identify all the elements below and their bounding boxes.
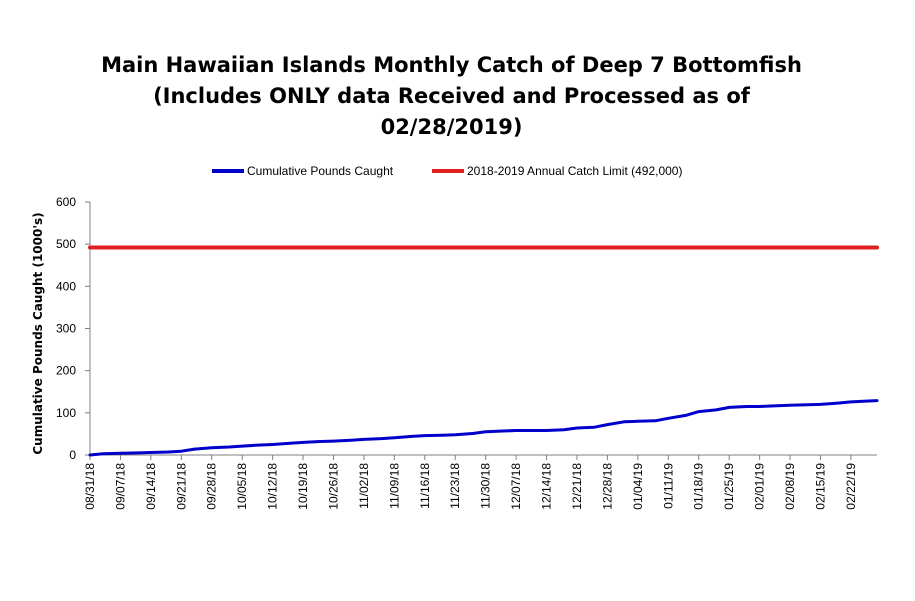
x-tick-label: 12/28/18	[600, 463, 614, 510]
cumulative-catch-line	[88, 399, 879, 457]
x-tick-label: 11/02/18	[357, 463, 371, 509]
x-tick-label: 12/07/18	[509, 463, 523, 510]
x-tick-label: 10/19/18	[296, 463, 310, 510]
x-tick-label: 11/30/18	[479, 463, 493, 509]
y-tick-label: 600	[56, 195, 76, 209]
x-tick-label: 12/14/18	[540, 463, 554, 510]
x-tick-label: 02/01/19	[753, 463, 767, 510]
x-tick-label: 02/22/19	[844, 463, 858, 510]
x-tick-label: 02/08/19	[783, 463, 797, 510]
chart-title-line-1: Main Hawaiian Islands Monthly Catch of D…	[101, 53, 802, 77]
x-axis: 08/31/18 09/07/18 09/14/18 09/21/18 09/28/18…	[83, 454, 877, 510]
legend-label: 2018-2019 Annual Catch Limit (492,000)	[467, 164, 682, 178]
x-tick-label: 08/31/18	[83, 463, 97, 510]
x-tick-label: 10/12/18	[266, 463, 280, 510]
x-tick-label: 01/18/19	[692, 463, 706, 510]
y-tick-label: 400	[56, 279, 76, 293]
x-tick-label: 01/11/19	[661, 463, 675, 509]
x-tick-label: 11/23/18	[448, 463, 462, 509]
y-tick-label: 300	[56, 322, 76, 336]
legend: Cumulative Pounds Caught 2018-2019 Annual…	[212, 164, 682, 178]
legend-label: Cumulative Pounds Caught	[247, 164, 394, 178]
y-tick-label: 100	[56, 406, 76, 420]
y-tick-label: 200	[56, 364, 76, 378]
x-tick-label: 10/26/18	[326, 463, 340, 510]
y-tick-label: 500	[56, 237, 76, 251]
chart-title: Main Hawaiian Islands Monthly Catch of D…	[0, 50, 903, 143]
x-tick-label: 09/21/18	[174, 463, 188, 510]
y-axis-title: Cumulative Pounds Caught (1000's)	[31, 212, 45, 454]
x-tick-label: 02/15/19	[813, 463, 827, 510]
x-tick-label: 11/09/18	[387, 463, 401, 509]
x-tick-label: 12/21/18	[570, 463, 584, 510]
x-tick-label: 09/28/18	[205, 463, 219, 510]
x-tick-label: 01/25/19	[722, 463, 736, 510]
x-tick-label: 09/07/18	[113, 463, 127, 510]
x-tick-label: 09/14/18	[144, 463, 158, 510]
x-tick-label: 10/05/18	[235, 463, 249, 510]
series-layer	[88, 245, 879, 457]
y-axis: 0 100 200 300 400 500 600 Cumulative Pounds Cau…	[31, 195, 91, 462]
x-tick-label: 11/16/18	[418, 463, 432, 509]
y-tick-label: 0	[69, 448, 76, 462]
chart-title-line-2: (Includes ONLY data Received and Process…	[153, 84, 750, 108]
chart-title-line-3: 02/28/2019)	[380, 115, 523, 139]
x-tick-label: 01/04/19	[631, 463, 645, 510]
